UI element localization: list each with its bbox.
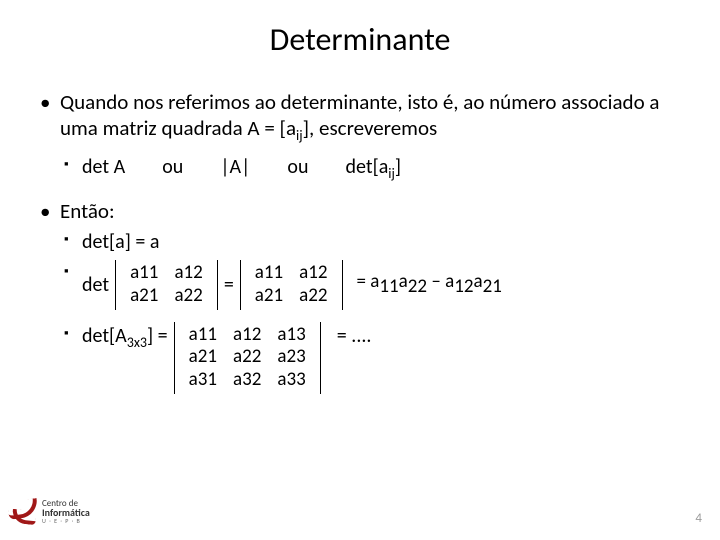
det2-result: = a11a22 – a12a21 <box>357 271 502 299</box>
abs-a: |A| <box>220 155 250 179</box>
logo-text: Centro de Informática U · E · P · B <box>42 499 90 524</box>
ou-2: ou <box>287 155 308 179</box>
det-2x2-row: det a11a21 a12a22 = a11a21 a12a22 = a11a… <box>40 260 680 310</box>
logo-swirl-icon <box>8 496 38 526</box>
intro-part2: ], escreveremos <box>303 115 438 141</box>
det2-label: det <box>82 273 109 297</box>
det-3x3-row: det[A3x3] = a11a21a31 a12a22a32 a13a23a3… <box>40 322 680 394</box>
det3-label: det[A3x3] = <box>82 322 168 351</box>
footer-logo: Centro de Informática U · E · P · B <box>8 490 103 532</box>
det2-matrix-left: a11a21 a12a22 <box>115 260 218 310</box>
det-aij: det[aij] <box>346 155 401 179</box>
rule-det-scalar: det[a] = a <box>40 230 680 254</box>
intro-text: Quando nos referimos ao determinante, is… <box>40 89 680 145</box>
det-a: det A <box>82 155 125 179</box>
slide-title: Determinante <box>40 20 680 59</box>
det2-eq: = <box>224 273 234 297</box>
notation-line: det A ou |A| ou det[aij] <box>40 155 680 182</box>
page-number: 4 <box>695 511 702 526</box>
det3-matrix: a11a21a31 a12a22a32 a13a23a33 <box>174 322 321 394</box>
entao-heading: Então: <box>40 198 680 224</box>
ou-1: ou <box>162 155 183 179</box>
det2-matrix-right: a11a21 a12a22 <box>240 260 343 310</box>
det3-result: = .... <box>337 322 372 348</box>
